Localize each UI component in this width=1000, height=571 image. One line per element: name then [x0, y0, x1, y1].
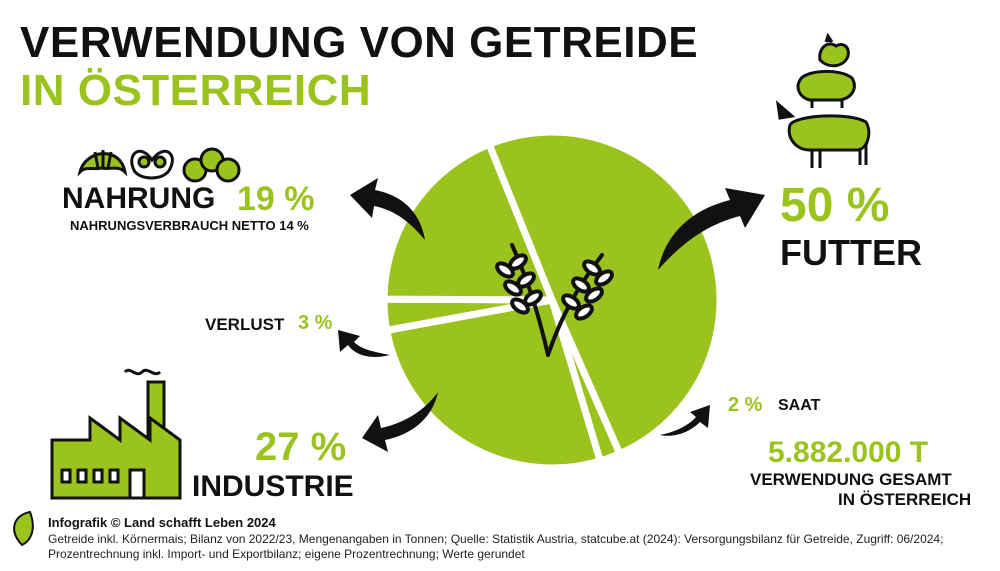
nahrung-label: NAHRUNG — [62, 182, 216, 215]
chicken-icon — [818, 32, 850, 68]
industrie-label: INDUSTRIE — [192, 470, 354, 503]
footer-text: Getreide inkl. Körnermais; Bilanz von 20… — [48, 532, 944, 561]
arrow-futter — [658, 188, 765, 270]
arrow-nahrung — [350, 178, 425, 240]
futter-percent: 50 % — [780, 179, 890, 232]
footer-title: Infografik © Land schafft Leben 2024 — [48, 515, 276, 530]
page-title: VERWENDUNG VON GETREIDE — [20, 18, 699, 67]
verlust-label: VERLUST — [205, 315, 285, 334]
total-line2: IN ÖSTERREICH — [838, 490, 972, 509]
page-subtitle: IN ÖSTERREICH — [20, 66, 372, 115]
pie-slice-futter — [485, 128, 724, 458]
wheat-icon — [495, 243, 614, 357]
factory-icon — [50, 368, 182, 500]
arrow-saat — [660, 405, 710, 436]
verlust-percent: 3 % — [298, 312, 333, 334]
futter-label: FUTTER — [780, 232, 922, 273]
cow-icon — [775, 100, 871, 168]
pig-icon — [796, 70, 856, 108]
nahrung-sublabel: NAHRUNGSVERBRAUCH NETTO 14 % — [70, 218, 309, 233]
saat-percent: 2 % — [728, 394, 763, 416]
croissant-icon — [77, 150, 128, 177]
saat-label: SAAT — [778, 397, 821, 414]
total-value: 5.882.000 T — [768, 436, 929, 469]
leaf-logo-icon — [13, 510, 34, 547]
arrow-industrie — [362, 392, 438, 452]
arrow-verlust — [338, 330, 390, 357]
bread-rolls-icon — [182, 147, 241, 183]
industrie-percent: 27 % — [255, 425, 347, 469]
nahrung-percent: 19 % — [237, 180, 315, 218]
total-line1: VERWENDUNG GESAMT — [750, 470, 952, 489]
pie-chart — [380, 128, 724, 472]
pretzel-icon — [130, 149, 174, 180]
